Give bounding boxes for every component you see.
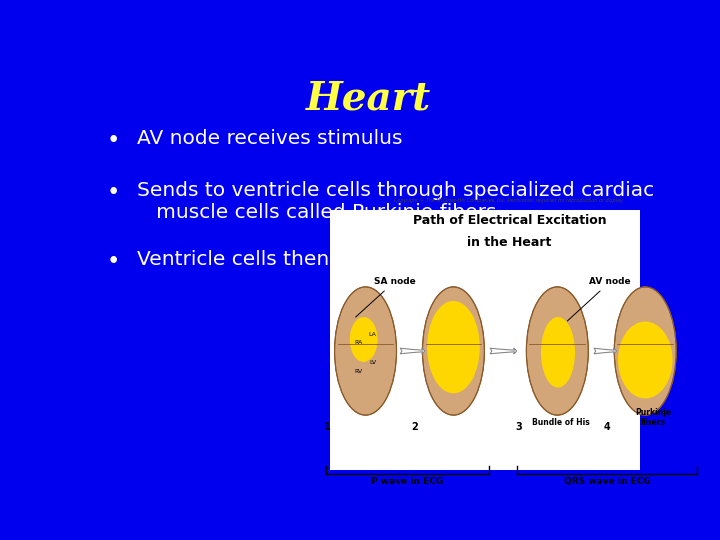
Text: LV: LV	[369, 361, 377, 366]
Ellipse shape	[618, 321, 672, 399]
Ellipse shape	[614, 287, 676, 415]
Text: 3: 3	[516, 422, 523, 432]
Text: Sends to ventricle cells through specialized cardiac
   muscle cells called Purk: Sends to ventricle cells through special…	[138, 181, 654, 222]
Text: •: •	[107, 181, 120, 204]
Text: 1: 1	[324, 422, 330, 432]
Text: •: •	[107, 129, 120, 152]
Text: Copyright © The McGraw-Hill Companies, Inc. Permission required for reproduction: Copyright © The McGraw-Hill Companies, I…	[395, 198, 624, 203]
Text: AV node receives stimulus: AV node receives stimulus	[138, 129, 403, 149]
Ellipse shape	[335, 287, 397, 415]
Ellipse shape	[350, 317, 377, 362]
Text: Heart: Heart	[307, 79, 431, 117]
Text: RA: RA	[354, 340, 362, 345]
Ellipse shape	[423, 287, 485, 415]
Text: Path of Electrical Excitation: Path of Electrical Excitation	[413, 214, 606, 227]
Text: in the Heart: in the Heart	[467, 235, 552, 248]
Text: RV: RV	[354, 369, 362, 374]
FancyBboxPatch shape	[330, 210, 639, 470]
Ellipse shape	[541, 317, 575, 388]
Text: P wave in ECG: P wave in ECG	[372, 477, 444, 487]
Text: AV node: AV node	[567, 278, 631, 321]
Ellipse shape	[526, 287, 588, 415]
Text: QRS wave in ECG: QRS wave in ECG	[564, 477, 651, 487]
Text: Bundle of His: Bundle of His	[533, 418, 590, 427]
Text: Ventricle cells then contract (after atria relax).: Ventricle cells then contract (after atr…	[138, 250, 606, 269]
Text: LA: LA	[369, 332, 377, 337]
Text: 2: 2	[412, 422, 418, 432]
Text: 4: 4	[603, 422, 611, 432]
Text: SA node: SA node	[356, 278, 415, 317]
Text: •: •	[107, 250, 120, 273]
Ellipse shape	[427, 301, 480, 393]
Text: Purkinje
fibers: Purkinje fibers	[635, 408, 671, 427]
